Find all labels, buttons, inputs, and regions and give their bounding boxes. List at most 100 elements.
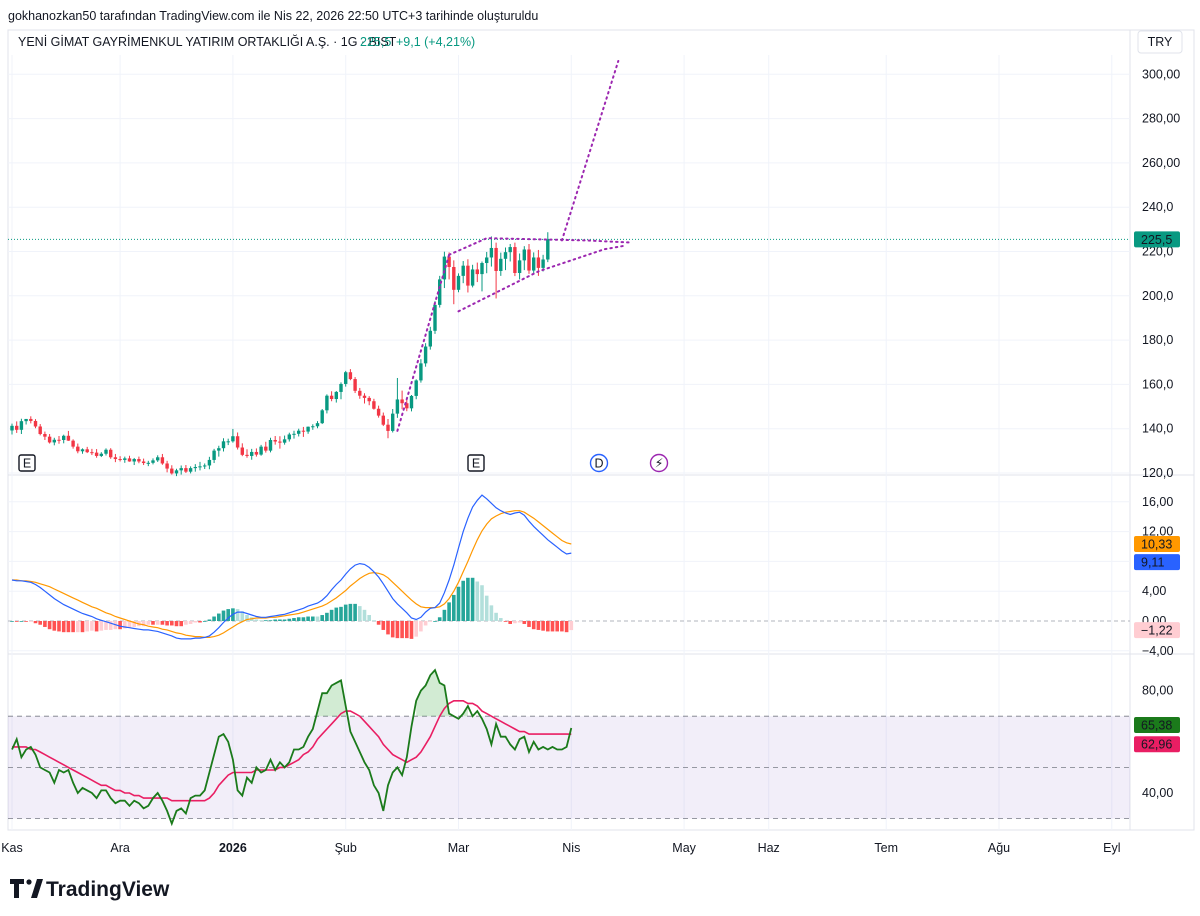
- logo-mark-dot: [26, 879, 32, 885]
- macd-histogram-bar: [245, 615, 249, 621]
- candle-body: [499, 258, 503, 271]
- macd-histogram-bar: [292, 618, 296, 621]
- candle-body: [358, 390, 362, 396]
- macd-histogram-bar: [61, 621, 66, 633]
- candle-body: [442, 256, 447, 280]
- symbol-title: YENİ GİMAT GAYRİMENKUL YATIRIM ORTAKLIĞI…: [18, 34, 397, 49]
- candle-body: [221, 441, 226, 449]
- candle-body: [57, 439, 61, 441]
- candle-body: [179, 468, 183, 471]
- candle-body: [400, 399, 404, 404]
- macd-histogram-bar: [99, 621, 104, 631]
- rsi-ma-value-badge-label: 62,96: [1141, 738, 1172, 752]
- macd-histogram-bar: [372, 620, 376, 622]
- candle-body: [494, 247, 498, 271]
- event-markers[interactable]: E E D ⚡: [18, 453, 669, 473]
- split-marker[interactable]: [649, 453, 669, 473]
- candle-body: [15, 425, 19, 430]
- candle-body: [24, 418, 28, 422]
- candle-body: [376, 408, 381, 416]
- candle-body: [438, 279, 442, 305]
- triangle-pattern-drawing[interactable]: [396, 60, 634, 432]
- macd-histogram-bar: [193, 621, 198, 623]
- macd-signal-line: [12, 510, 572, 638]
- tradingview-logo: TradingView: [10, 878, 170, 901]
- logo-mark-t: [10, 879, 24, 898]
- macd-histogram-bar: [461, 580, 465, 621]
- macd-histogram-bar: [207, 619, 212, 621]
- logo-mark-v: [31, 879, 43, 898]
- x-tick-label: Mar: [448, 841, 470, 855]
- candle-body: [10, 425, 14, 431]
- x-tick-label: Eyl: [1103, 841, 1120, 855]
- candle-body: [43, 434, 47, 437]
- candle-body: [489, 247, 494, 258]
- macd-histogram-bar: [343, 604, 348, 621]
- candle-body: [329, 395, 334, 400]
- macd-histogram-bar: [437, 617, 442, 621]
- candle-body: [381, 415, 385, 425]
- earnings-marker[interactable]: [467, 454, 485, 472]
- last-price-text: 225,5: [360, 35, 391, 49]
- macd-histogram-bar: [24, 621, 28, 622]
- candle-body: [287, 434, 291, 440]
- earnings-marker-label: E: [23, 457, 31, 471]
- macd-histogram-bar: [531, 621, 536, 630]
- candle-body: [522, 249, 526, 261]
- macd-histogram-bar: [334, 607, 339, 621]
- macd-histogram-bar: [202, 621, 207, 622]
- candle-body: [217, 448, 221, 451]
- macd-histogram-bar: [212, 616, 216, 621]
- candle-body: [344, 372, 348, 384]
- x-tick-label: Haz: [758, 841, 780, 855]
- macd-histogram-bar: [29, 621, 33, 622]
- pattern-trendline[interactable]: [448, 237, 634, 256]
- dividend-marker-label: D: [594, 457, 603, 471]
- candle-body: [475, 269, 479, 275]
- candle-body: [452, 267, 456, 290]
- rsi-overbought-fill: [416, 670, 450, 717]
- rsi-value-badge-label: 65,38: [1141, 719, 1172, 733]
- macd-histogram-bar: [165, 621, 169, 626]
- macd-histogram-bar: [395, 621, 400, 639]
- macd-histogram-bar: [179, 621, 183, 627]
- candle-body: [113, 457, 118, 460]
- macd-histogram-bar: [174, 621, 179, 627]
- candle-body: [461, 265, 465, 276]
- pattern-trendline[interactable]: [457, 245, 624, 313]
- price-y-tick-label: 180,0: [1142, 333, 1173, 347]
- x-tick-label: Şub: [335, 841, 357, 855]
- candle-body: [367, 397, 371, 402]
- candle-body: [306, 426, 310, 432]
- macd-histogram-bar: [118, 621, 122, 630]
- macd-y-tick-label: 16,00: [1142, 495, 1173, 509]
- macd-histogram-bar: [217, 613, 221, 621]
- macd-histogram-bar: [38, 621, 42, 625]
- macd-histogram-bar: [555, 621, 559, 632]
- candle-body: [348, 372, 353, 380]
- macd-histogram-bar: [221, 610, 226, 621]
- macd-histogram-bar: [456, 586, 461, 621]
- pattern-trendline[interactable]: [396, 253, 451, 432]
- dividend-marker[interactable]: [589, 453, 609, 473]
- candle-body: [38, 426, 42, 435]
- macd-histogram-bar: [19, 621, 24, 622]
- candle-body: [203, 465, 207, 467]
- macd-histogram-bar: [348, 603, 353, 621]
- rsi-ma-value-badge: [1134, 736, 1180, 753]
- macd-histogram-bar: [184, 621, 188, 625]
- candle-body: [231, 436, 235, 442]
- macd-histogram-bar: [400, 621, 404, 639]
- macd-histogram-bar: [353, 603, 357, 621]
- pattern-trendline[interactable]: [560, 60, 620, 242]
- candle-body: [104, 449, 108, 454]
- macd-histogram-bar: [306, 616, 310, 621]
- macd-value-badge-label: 9,11: [1141, 556, 1164, 570]
- macd-histogram-bar: [278, 619, 282, 621]
- macd-histogram-bar: [10, 621, 14, 622]
- macd-histogram-bar: [43, 621, 47, 627]
- currency-button[interactable]: [1137, 30, 1183, 54]
- earnings-marker[interactable]: [18, 454, 36, 472]
- macd-histogram-bar: [104, 621, 108, 630]
